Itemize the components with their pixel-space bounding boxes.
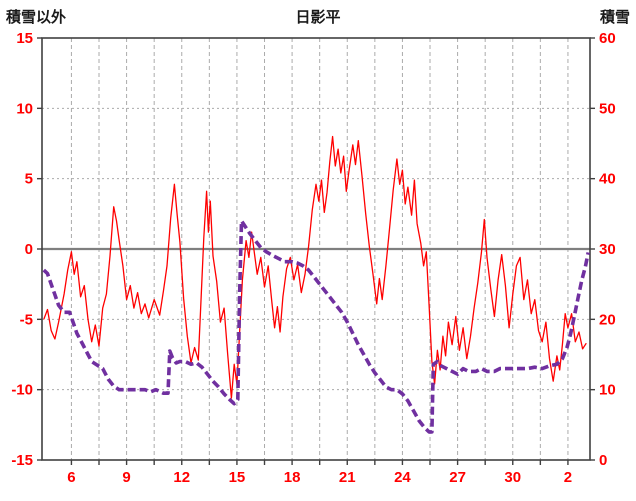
left-axis-tick-label: -5 bbox=[20, 311, 33, 328]
right-axis-tick-label: 40 bbox=[599, 171, 616, 188]
x-axis-tick-label: 12 bbox=[173, 469, 190, 486]
x-axis-tick-label: 9 bbox=[122, 469, 130, 486]
x-axis-tick-label: 24 bbox=[394, 469, 411, 486]
x-axis-tick-label: 27 bbox=[449, 469, 466, 486]
right-axis-tick-label: 0 bbox=[599, 452, 607, 469]
right-axis-tick-label: 60 bbox=[599, 30, 616, 47]
series-line-snow bbox=[42, 219, 590, 434]
x-axis-tick-label: 21 bbox=[339, 469, 356, 486]
left-axis-tick-label: -10 bbox=[11, 382, 33, 399]
chart-title: 日影平 bbox=[295, 9, 341, 26]
left-axis-tick-label: -15 bbox=[11, 452, 33, 469]
left-axis-title: 積雪以外 bbox=[6, 9, 67, 26]
x-axis-tick-label: 6 bbox=[67, 469, 75, 486]
right-axis-tick-label: 50 bbox=[599, 100, 616, 117]
x-axis-tick-label: 30 bbox=[504, 469, 521, 486]
right-axis-tick-label: 10 bbox=[599, 382, 616, 399]
right-axis-title: 積雪 bbox=[599, 9, 630, 26]
left-axis-tick-label: 15 bbox=[16, 30, 33, 47]
x-axis-tick-label: 2 bbox=[564, 469, 572, 486]
right-axis-tick-label: 30 bbox=[599, 241, 616, 258]
left-axis-tick-label: 5 bbox=[25, 171, 33, 188]
left-axis-tick-label: 0 bbox=[25, 241, 33, 258]
x-axis-tick-label: 15 bbox=[229, 469, 246, 486]
right-axis-tick-label: 20 bbox=[599, 311, 616, 328]
series-line-temp bbox=[43, 135, 587, 399]
x-axis-tick-label: 18 bbox=[284, 469, 301, 486]
left-axis-tick-label: 10 bbox=[16, 100, 33, 117]
